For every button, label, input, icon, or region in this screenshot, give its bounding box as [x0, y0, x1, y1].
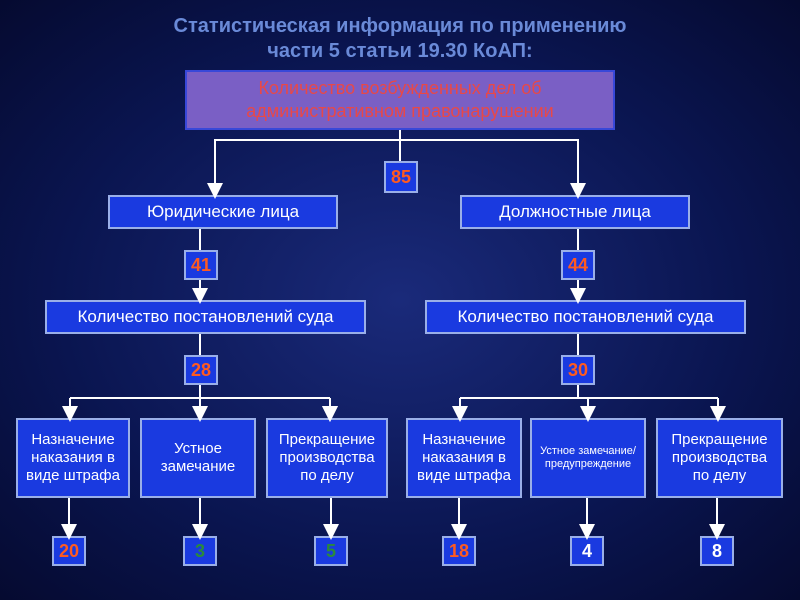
outcome-right-1-count: 4 — [570, 536, 604, 566]
branch-right-label: Должностные лица — [460, 195, 690, 229]
outcome-right-2: Прекращение производства по делу — [656, 418, 783, 498]
outcome-left-1-count: 3 — [183, 536, 217, 566]
root-label1: Количество возбужденных дел об — [258, 78, 541, 98]
outcome-left-0: Назначение наказания в виде штрафа — [16, 418, 130, 498]
title-line1: Статистическая информация по применению — [174, 15, 627, 37]
outcome-right-0-count: 18 — [442, 536, 476, 566]
root-count: 85 — [384, 161, 418, 193]
page-title: Статистическая информация по применению … — [0, 0, 800, 64]
branch-right-court-count: 30 — [561, 355, 595, 385]
branch-left-court: Количество постановлений суда — [45, 300, 366, 334]
outcome-right-1: Устное замечание/предупреждение — [530, 418, 646, 498]
outcome-right-2-count: 8 — [700, 536, 734, 566]
title-line2: части 5 статьи 19.30 КоАП: — [267, 40, 532, 62]
root-label2: административном правонарушении — [246, 101, 553, 121]
branch-right-count: 44 — [561, 250, 595, 280]
outcome-left-0-count: 20 — [52, 536, 86, 566]
root-box: Количество возбужденных дел об администр… — [185, 70, 615, 130]
branch-left-label: Юридические лица — [108, 195, 338, 229]
outcome-left-2-count: 5 — [314, 536, 348, 566]
branch-left-court-count: 28 — [184, 355, 218, 385]
outcome-left-1: Устное замечание — [140, 418, 256, 498]
outcome-left-2: Прекращение производства по делу — [266, 418, 388, 498]
outcome-right-0: Назначение наказания в виде штрафа — [406, 418, 522, 498]
branch-left-count: 41 — [184, 250, 218, 280]
branch-right-court: Количество постановлений суда — [425, 300, 746, 334]
